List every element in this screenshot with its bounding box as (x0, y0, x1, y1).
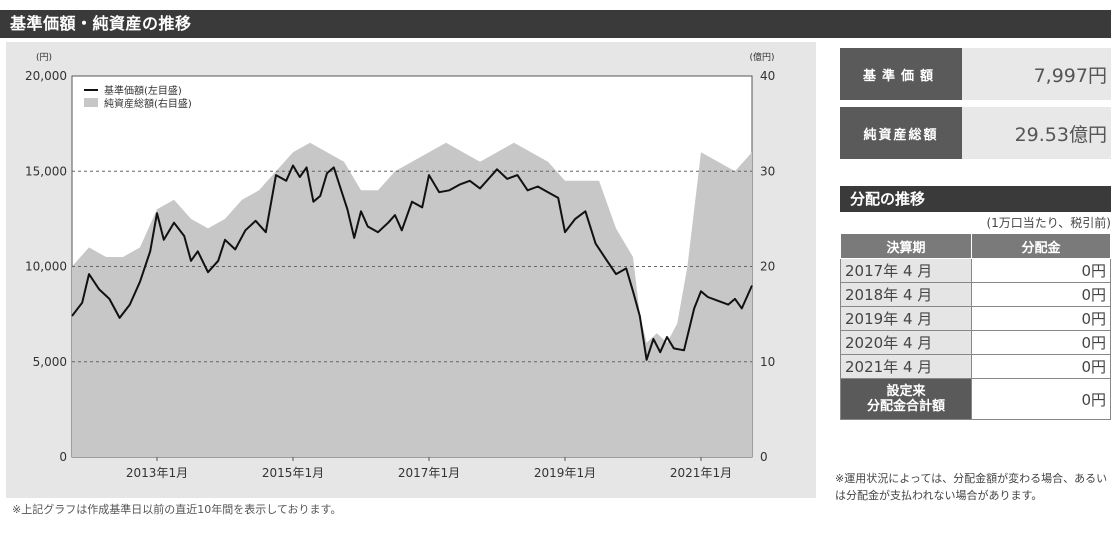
x-tick-label: 2015年1月 (262, 466, 324, 480)
legend-area-swatch (84, 98, 98, 107)
row-period: 2018年 4 月 (840, 282, 972, 307)
row-amount: 0円 (971, 354, 1111, 379)
legend-label-nav: 基準価額(左目盛) (104, 84, 182, 97)
row-period: 2019年 4 月 (840, 306, 972, 331)
left-tick-label: 10,000 (25, 260, 67, 274)
grid-layer (72, 170, 752, 363)
left-unit-label: (円) (36, 52, 52, 63)
legend-label-aum: 純資産総額(右目盛) (104, 97, 192, 110)
left-tick-label: 5,000 (33, 355, 67, 369)
x-tick-label: 2013年1月 (126, 466, 188, 480)
left-tick-label: 0 (59, 450, 67, 464)
distribution-side-note: ※運用状況によっては、分配金額が変わる場合、あるいは分配金が支払われない場合があ… (835, 472, 1108, 502)
aum-value: 29.53億円 (962, 107, 1111, 159)
nav-label: 基準価額 (840, 48, 962, 100)
table-row: 2017年 4 月 0円 (840, 258, 1111, 283)
summary-table: 基準価額 7,997円 純資産総額 29.53億円 (840, 48, 1111, 166)
aum-label: 純資産総額 (840, 107, 962, 159)
row-period: 2021年 4 月 (840, 354, 972, 379)
right-unit-label: (億円) (749, 51, 774, 63)
aum-area (72, 142, 752, 457)
total-row: 設定来 分配金合計額 0円 (840, 378, 1111, 420)
table-row: 2019年 4 月 0円 (840, 306, 1111, 331)
section-header-bar: 基準価額・純資産の推移 (0, 10, 1111, 38)
chart-svg: 20,000 15,000 10,000 5,000 0 40 30 20 10 0 (円) (億円)… (6, 42, 816, 498)
distribution-table: 決算期 分配金 2017年 4 月 0円 2018年 4 月 0円 2019年 … (840, 233, 1111, 420)
left-tick-label: 15,000 (25, 164, 67, 178)
table-row: 2020年 4 月 0円 (840, 330, 1111, 355)
x-tick-label: 2019年1月 (534, 466, 596, 480)
x-tick-label: 2021年1月 (670, 466, 732, 480)
right-tick-label: 40 (760, 69, 775, 83)
distribution-title: 分配の推移 (840, 186, 1111, 212)
total-label: 設定来 分配金合計額 (840, 378, 972, 420)
table-row: 2021年 4 月 0円 (840, 354, 1111, 379)
total-label-line2: 分配金合計額 (866, 399, 945, 414)
nav-line (71, 164, 753, 361)
aum-area-layer (72, 142, 752, 457)
right-tick-label: 10 (760, 355, 775, 369)
row-amount: 0円 (971, 306, 1111, 331)
section-title: 基準価額・純資産の推移 (10, 14, 192, 33)
distribution-header-row: 決算期 分配金 (840, 233, 1111, 259)
table-row: 2018年 4 月 0円 (840, 282, 1111, 307)
col-amount-header: 分配金 (971, 233, 1111, 259)
aum-row: 純資産総額 29.53億円 (840, 107, 1111, 159)
axis-layer: 20,000 15,000 10,000 5,000 0 40 30 20 10 0 (円) (億円)… (25, 51, 775, 480)
row-period: 2017年 4 月 (840, 258, 972, 283)
distribution-note: (1万口当たり、税引前) (986, 216, 1111, 230)
legend: 基準価額(左目盛)純資産総額(右目盛) (84, 84, 192, 110)
nav-row: 基準価額 7,997円 (840, 48, 1111, 100)
nav-chart: 20,000 15,000 10,000 5,000 0 40 30 20 10 0 (円) (億円)… (0, 38, 820, 498)
total-amount: 0円 (971, 378, 1111, 420)
col-period-header: 決算期 (840, 233, 972, 259)
row-amount: 0円 (971, 330, 1111, 355)
right-tick-label: 0 (760, 450, 768, 464)
row-amount: 0円 (971, 282, 1111, 307)
right-tick-label: 20 (760, 260, 775, 274)
nav-line-layer (71, 164, 753, 361)
right-tick-label: 30 (760, 164, 775, 178)
row-period: 2020年 4 月 (840, 330, 972, 355)
left-tick-label: 20,000 (25, 69, 67, 83)
x-tick-label: 2017年1月 (398, 466, 460, 480)
nav-value: 7,997円 (962, 48, 1111, 100)
chart-footnote: ※上記グラフは作成基準日以前の直近10年間を表示しております。 (12, 503, 342, 516)
row-amount: 0円 (971, 258, 1111, 283)
total-label-line1: 設定来 (886, 384, 926, 399)
